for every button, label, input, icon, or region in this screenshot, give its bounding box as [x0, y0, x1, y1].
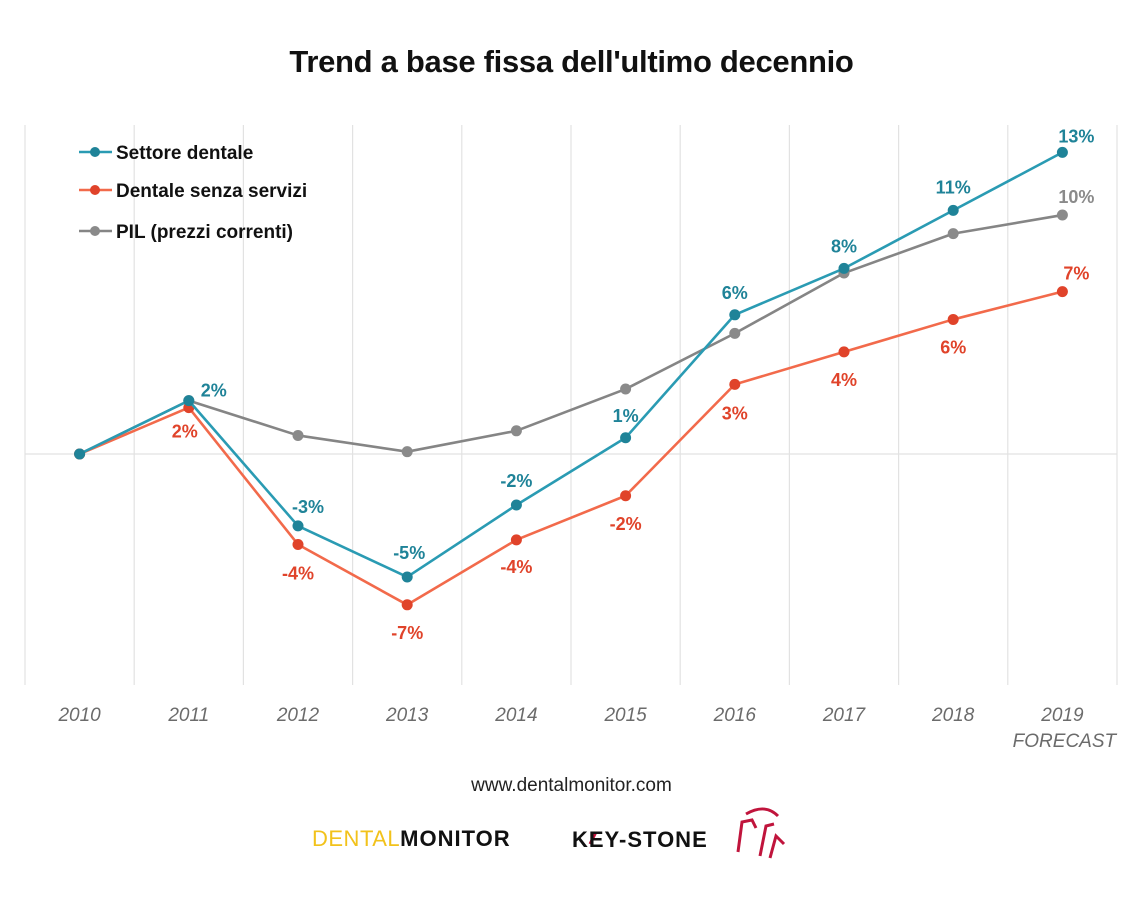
data-label: -5%	[393, 543, 425, 563]
data-label: 8%	[831, 236, 857, 256]
dentalmonitor-logo-light: DENTAL	[312, 826, 401, 851]
chart-title: Trend a base fissa dell'ultimo decennio	[289, 44, 854, 79]
data-point	[510, 425, 522, 437]
legend-label: PIL (prezzi correnti)	[116, 222, 293, 243]
x-tick-label: 2016	[713, 705, 757, 726]
data-label: 6%	[940, 337, 966, 357]
data-label: 1%	[613, 406, 639, 426]
data-point	[947, 204, 959, 216]
data-point	[1056, 209, 1068, 221]
legend: Settore dentale Dentale senza servizi PIL …	[79, 143, 307, 243]
x-tick-label: 2010	[57, 705, 101, 726]
dentalmonitor-logo-bold: MONITOR	[400, 826, 511, 851]
website-url: www.dentalmonitor.com	[471, 775, 672, 796]
data-point	[74, 448, 86, 460]
data-label: -2%	[500, 471, 532, 491]
keystone-arch-icon	[588, 807, 786, 859]
data-label: 11%	[936, 177, 971, 197]
data-label: 2%	[172, 422, 198, 442]
x-tick-label: 2011	[167, 705, 209, 726]
data-label: 4%	[831, 370, 857, 390]
data-point	[510, 534, 522, 546]
legend-marker	[90, 185, 100, 195]
data-label: 13%	[1058, 126, 1094, 146]
data-point	[729, 327, 741, 339]
data-label: 10%	[1058, 187, 1094, 207]
data-label: 6%	[722, 283, 748, 303]
legend-label: Dentale senza servizi	[116, 181, 307, 202]
x-tick-sublabel: FORECAST	[1013, 731, 1118, 752]
legend-marker	[90, 226, 100, 236]
data-point	[510, 499, 522, 511]
x-tick-label: 2013	[385, 705, 429, 726]
data-point	[620, 383, 632, 395]
data-point	[947, 228, 959, 240]
data-point	[1056, 146, 1068, 158]
data-labels: 2% -3% -5% -2% 1% 6% 8% 11% 13% 2% -4% -7% -4% -2% 3% 4…	[172, 126, 1095, 642]
x-axis-ticks: 2010 2011 2012 2013 2014 2015 2016 2017 2018 2019…	[57, 705, 1117, 752]
x-tick-label: 2019	[1040, 705, 1084, 726]
data-point	[729, 309, 741, 321]
data-point	[401, 571, 413, 583]
data-label: -4%	[282, 563, 314, 583]
data-point	[183, 395, 195, 407]
data-point	[838, 262, 850, 274]
data-label: -7%	[391, 623, 423, 643]
data-point	[620, 490, 632, 502]
series-line-1	[79, 290, 1063, 607]
data-label: -3%	[292, 497, 324, 517]
x-tick-label: 2012	[276, 705, 320, 726]
x-tick-label: 2018	[931, 705, 975, 726]
legend-label: Settore dentale	[116, 143, 253, 164]
x-tick-label: 2014	[494, 705, 537, 726]
keystone-logo: KEY-STONE	[570, 800, 790, 862]
data-label: -4%	[500, 557, 532, 577]
data-point	[292, 429, 304, 441]
data-point	[1056, 286, 1068, 298]
data-point	[838, 346, 850, 358]
data-label: 7%	[1063, 264, 1089, 284]
series-line-0	[79, 151, 1064, 579]
legend-marker	[90, 147, 100, 157]
data-point	[292, 520, 304, 532]
series-line-2	[79, 213, 1063, 456]
data-point	[401, 599, 413, 611]
data-label: -2%	[610, 514, 642, 534]
data-point	[729, 378, 741, 390]
data-point	[292, 538, 304, 550]
data-point	[620, 432, 632, 444]
dentalmonitor-logo: DENTAL MONITOR	[312, 826, 511, 852]
keystone-logo-text: KEY-STONE	[572, 827, 708, 852]
grid	[24, 125, 1118, 685]
data-label: 2%	[201, 381, 227, 401]
series	[74, 146, 1068, 611]
data-point	[401, 446, 413, 458]
data-label: 3%	[722, 403, 748, 423]
x-tick-label: 2015	[603, 705, 647, 726]
data-point	[947, 313, 959, 325]
x-tick-label: 2017	[822, 705, 867, 726]
